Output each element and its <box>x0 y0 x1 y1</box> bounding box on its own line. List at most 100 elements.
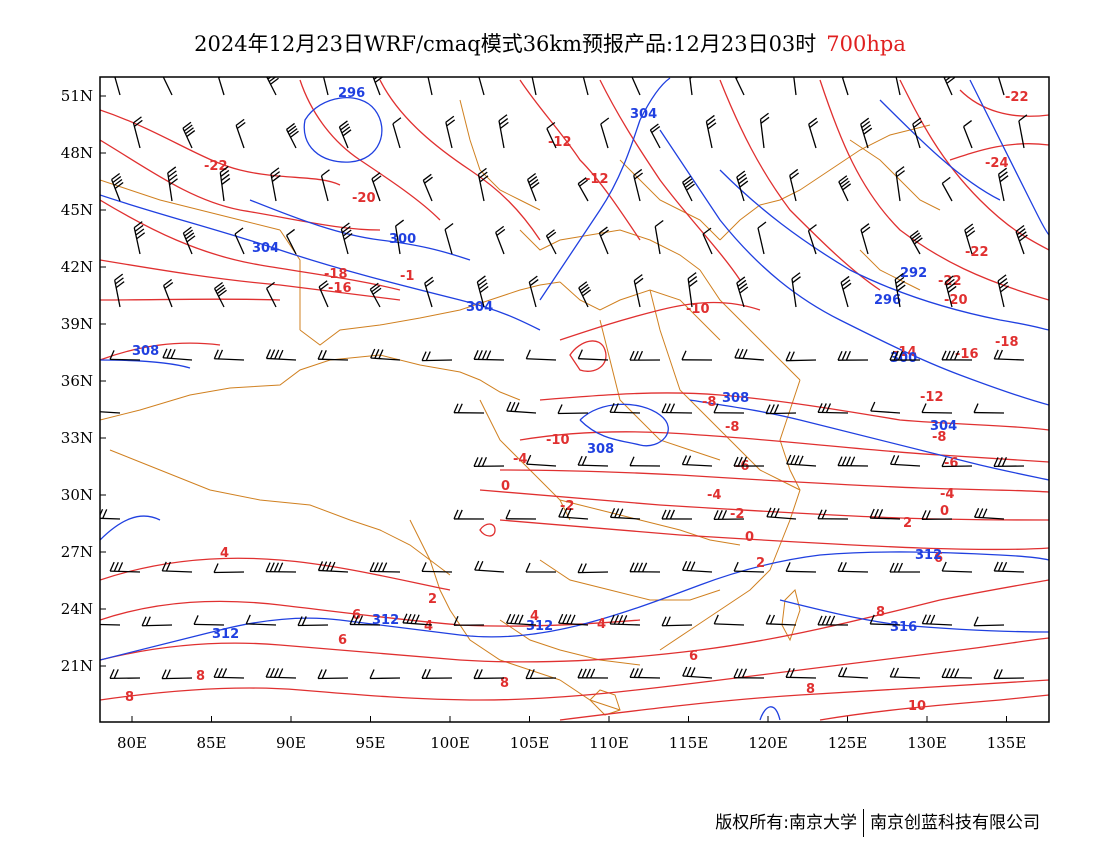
wind-barb-feather <box>265 562 271 572</box>
wind-barb-feather <box>941 668 947 678</box>
lon-label: 90E <box>276 734 306 752</box>
wind-barb-feather <box>581 455 587 466</box>
temp-label: -8 <box>702 395 716 410</box>
temp-label: 8 <box>125 690 134 705</box>
wind-barb-feather <box>478 561 484 571</box>
height-label: 312 <box>212 627 239 642</box>
wind-barb-feather <box>825 615 831 626</box>
wind-barb-feather <box>706 114 715 122</box>
wind-barb-feather <box>353 615 359 625</box>
title-level: 700hpa <box>826 32 906 56</box>
wind-barb <box>662 624 693 627</box>
wind-barb <box>402 622 433 626</box>
wind-barb <box>266 288 277 308</box>
wind-barb-feather <box>997 561 1003 572</box>
wind-barb-feather <box>477 350 483 360</box>
wind-barb-feather <box>109 561 115 572</box>
wind-barb <box>235 125 245 149</box>
wind-barb-feather <box>518 614 524 625</box>
wind-barb-feather <box>913 120 923 128</box>
wind-barb-feather <box>634 172 643 180</box>
wind-barb-feather <box>297 616 303 626</box>
wind-barb <box>474 569 505 573</box>
wind-barb-feather <box>631 69 639 75</box>
wind-barb <box>270 173 277 202</box>
wind-barb <box>942 570 973 573</box>
temp-label: 4 <box>530 609 539 624</box>
wind-barb <box>757 227 765 255</box>
wind-barb <box>890 463 921 467</box>
wind-barb-feather <box>633 168 643 176</box>
wind-barb-feather <box>943 69 951 75</box>
wind-barb-feather <box>506 613 512 624</box>
lat-label: 27N <box>61 543 93 561</box>
wind-barb-feather <box>633 668 639 678</box>
wind-barb-feather <box>109 669 115 679</box>
wind-barb <box>682 182 693 202</box>
wind-barb-feather <box>739 180 749 188</box>
wind-barb <box>734 357 765 361</box>
wind-barb-feather <box>974 507 980 518</box>
wind-barb-feather <box>579 283 589 292</box>
wind-barb-feather <box>792 276 801 284</box>
wind-barb-feather <box>287 125 297 133</box>
wind-barb-feather <box>737 668 743 678</box>
wind-barb-feather <box>424 276 434 284</box>
wind-barb-feather <box>213 349 219 360</box>
wind-barb-feather <box>236 121 246 130</box>
wind-barb <box>498 120 505 149</box>
wind-barb-feather <box>921 403 927 413</box>
wind-barb-feather <box>821 403 827 413</box>
wind-barb <box>445 122 453 149</box>
wind-barb-feather <box>164 282 174 290</box>
wind-barb-feather <box>877 509 884 519</box>
wind-barb-feather <box>117 562 124 572</box>
wind-barb-feather <box>734 348 740 359</box>
wind-barb <box>474 358 505 361</box>
wind-barb <box>217 77 225 96</box>
wind-barb-feather <box>1001 561 1008 572</box>
wind-barb-feather <box>373 70 381 76</box>
wind-barb-feather <box>271 171 281 179</box>
wind-barb <box>964 229 973 255</box>
lon-label: 85E <box>196 734 226 752</box>
wind-barb-feather <box>949 350 955 361</box>
wind-barb-feather <box>742 349 748 359</box>
wind-barb <box>838 181 849 202</box>
wind-barb-feather <box>319 283 329 291</box>
wind-barb-feather <box>785 562 791 572</box>
wind-barb-feather <box>760 112 769 120</box>
wind-barb-feather <box>842 183 852 191</box>
wind-barb-feather <box>377 562 384 572</box>
wind-barb-feather <box>322 63 330 69</box>
wind-barb-feather <box>525 669 531 679</box>
wind-barb-feather <box>113 561 119 572</box>
wind-barb-feather <box>481 350 488 360</box>
wind-barb-feather <box>370 348 376 359</box>
height-label: 304 <box>466 300 493 315</box>
wind-barb-feather <box>681 560 688 571</box>
wind-barb-feather <box>273 562 280 572</box>
wind-barb-feather <box>860 223 870 231</box>
wind-barb <box>578 571 609 574</box>
wind-barb <box>654 226 661 255</box>
wind-barb-feather <box>941 176 951 184</box>
wind-barb-feather <box>702 227 712 235</box>
wind-barb-feather <box>774 508 780 518</box>
wind-barb-feather <box>893 562 899 573</box>
wind-barb-feather <box>528 275 538 283</box>
wind-barb-feather <box>90 509 94 518</box>
temp-label: -20 <box>944 293 968 308</box>
wind-barb-feather <box>167 166 177 174</box>
wind-barb-feather <box>873 508 879 519</box>
wind-barb-feather <box>921 614 927 624</box>
lon-label: 105E <box>510 734 550 752</box>
height-label: 308 <box>722 391 749 406</box>
wind-barb <box>1015 231 1025 255</box>
wind-barb-feather <box>651 125 661 134</box>
wind-barb-feather <box>713 403 719 414</box>
wind-barb <box>610 516 641 520</box>
wind-barb-feather <box>993 669 999 679</box>
wind-barb <box>318 677 349 680</box>
wind-barb <box>598 232 609 255</box>
